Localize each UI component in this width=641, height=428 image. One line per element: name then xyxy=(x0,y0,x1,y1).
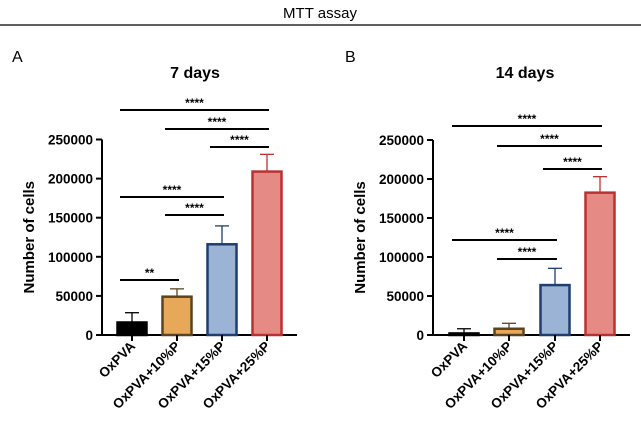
y-axis-label: Number of cells xyxy=(352,181,369,294)
bar xyxy=(493,327,525,337)
bar xyxy=(161,295,193,337)
x-tick-label: OxPVA xyxy=(96,338,138,380)
y-tick-label: 100000 xyxy=(48,250,93,265)
y-tick-label: 150000 xyxy=(379,211,424,226)
bar xyxy=(206,243,238,337)
bar xyxy=(584,191,616,337)
y-tick-label: 200000 xyxy=(379,172,424,187)
y-tick-label: 0 xyxy=(85,328,93,343)
panel-label: B xyxy=(345,49,356,66)
significance-label: **** xyxy=(163,183,182,197)
figure-title: MTT assay xyxy=(283,5,357,22)
significance-label: **** xyxy=(518,112,537,126)
bar xyxy=(251,170,283,337)
y-tick-label: 250000 xyxy=(379,133,424,148)
bar xyxy=(539,283,571,337)
significance-label: **** xyxy=(540,132,559,146)
significance-label: **** xyxy=(208,115,227,129)
bar xyxy=(116,321,148,337)
chart-panel-B: B 14 days 0 50000 100000 150000 200000 250000 Nu… xyxy=(345,49,630,412)
y-tick-label: 0 xyxy=(416,328,424,343)
y-tick-label: 100000 xyxy=(379,250,424,265)
significance-label: **** xyxy=(518,245,537,259)
panel-label: A xyxy=(12,49,23,66)
y-tick-label: 250000 xyxy=(48,133,93,148)
chart-title: 14 days xyxy=(496,65,555,82)
significance-label: **** xyxy=(563,155,582,169)
bar xyxy=(448,332,480,337)
y-tick-label: 150000 xyxy=(48,211,93,226)
chart-panel-A: A 7 days 0 50000 100000 150000 200000 250000 Num… xyxy=(12,49,297,412)
x-tick-label: OxPVA xyxy=(428,338,470,380)
significance-label: **** xyxy=(185,96,204,110)
y-tick-label: 50000 xyxy=(55,289,93,304)
significance-label: **** xyxy=(185,201,204,215)
significance-label: **** xyxy=(495,226,514,240)
y-axis-label: Number of cells xyxy=(21,181,38,294)
y-tick-label: 200000 xyxy=(48,172,93,187)
significance-label: ** xyxy=(145,266,155,280)
y-tick-label: 50000 xyxy=(386,289,424,304)
significance-label: **** xyxy=(230,133,249,147)
chart-title: 7 days xyxy=(170,65,220,82)
